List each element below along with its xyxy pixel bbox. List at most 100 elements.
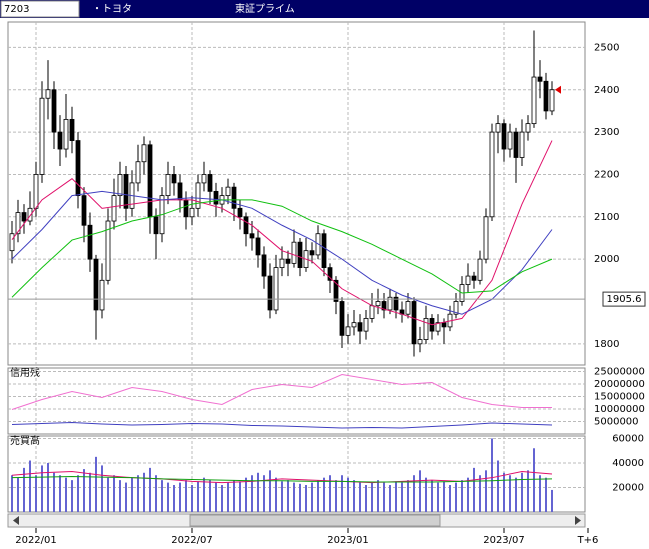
volume-bar [83,469,85,512]
x-tick-label: 2023/01 [327,535,369,546]
price-marker-box [602,291,646,307]
candle-body [297,241,303,269]
volume-bar [473,467,475,512]
y-tick-label: 2500 [594,42,619,53]
volume-bar [227,482,229,512]
volume-bar [149,467,151,512]
candle-body [237,207,243,218]
volume-bar [383,482,385,512]
volume-bar [179,482,181,512]
volume-bar [131,477,133,512]
volume-bar [293,482,295,512]
volume-bar [323,477,325,512]
candle-body [285,258,291,264]
volume-bar [443,481,445,512]
candle-body [27,207,33,222]
y-tick-label: 2100 [594,212,619,223]
candle-body [153,216,159,235]
volume-bar [431,480,433,512]
volume-bar [203,477,205,512]
code-box[interactable] [0,0,80,18]
candle-body [87,224,93,260]
volume-bar [143,472,145,512]
indicator-line [11,421,553,429]
volume-bar [191,485,193,512]
volume-bar [11,475,13,512]
indicator-line [11,199,553,298]
volume-bar [377,480,379,512]
volume-bar [509,475,511,512]
scroll-thumb[interactable] [189,514,441,527]
price-panel [7,21,586,366]
volume-bar [35,475,37,512]
volume-bar [137,475,139,512]
scroll-right[interactable] [575,516,581,525]
candle-body [39,97,45,175]
candle-body [261,254,267,277]
candle-body [255,237,261,256]
volume-bar [71,480,73,512]
y-tick-label: 10000000 [594,404,645,415]
candle-body [117,174,123,197]
volume-bar [251,475,253,512]
scroll-left[interactable] [13,516,19,525]
volume-bar [359,482,361,512]
candle-body [99,279,105,311]
volume-bar [269,470,271,512]
volume-bar [479,475,481,512]
candle-body [309,250,315,256]
volume-bar [539,475,541,512]
volume-bar [299,483,301,512]
volume-bar [215,482,217,512]
candle-body [123,174,129,209]
volume-bar [437,482,439,512]
candle-body [69,118,75,141]
candle-body [513,131,519,158]
candle-body [549,89,555,112]
volume-bar [347,477,349,512]
volume-bar [305,485,307,512]
volume-bar [311,482,313,512]
candle-body [495,123,501,133]
candle-body [33,174,39,209]
candle-body [213,190,219,205]
candle-body [291,241,297,264]
volume-bar [551,489,553,512]
volume-bar [545,477,547,512]
candle-body [327,267,333,281]
volume-bar [275,477,277,512]
candle-body [201,174,207,184]
candle-body [363,318,369,332]
volume-bar [533,448,535,512]
volume-bar [185,480,187,512]
candle-body [51,89,57,133]
header-bar [0,0,649,18]
candle-body [183,199,189,218]
y-tick-label: 15000000 [594,392,645,403]
candle-body [195,182,201,209]
volume-bar [317,480,319,512]
candle-body [45,89,51,99]
volume-bar [521,472,523,512]
candle-body [339,301,345,336]
candle-body [63,118,69,150]
volume-bar [461,480,463,512]
candle-body [543,80,549,112]
stock-name: ・トヨタ [92,3,132,15]
volume-bar [485,470,487,512]
candle-body [21,212,27,222]
candle-body [411,301,417,345]
volume-bar [371,482,373,512]
volume-bar [467,477,469,512]
candle-body [507,131,513,150]
candle-body [171,174,177,184]
indicator-line [11,140,553,326]
candle-body [9,233,15,252]
candle-body [249,233,255,239]
candle-body [501,123,507,150]
volume-bar [281,481,283,512]
candle-body [75,140,81,197]
volume-bar [407,480,409,512]
candle-body [321,233,327,269]
market-name: 東証プライム [235,2,295,15]
